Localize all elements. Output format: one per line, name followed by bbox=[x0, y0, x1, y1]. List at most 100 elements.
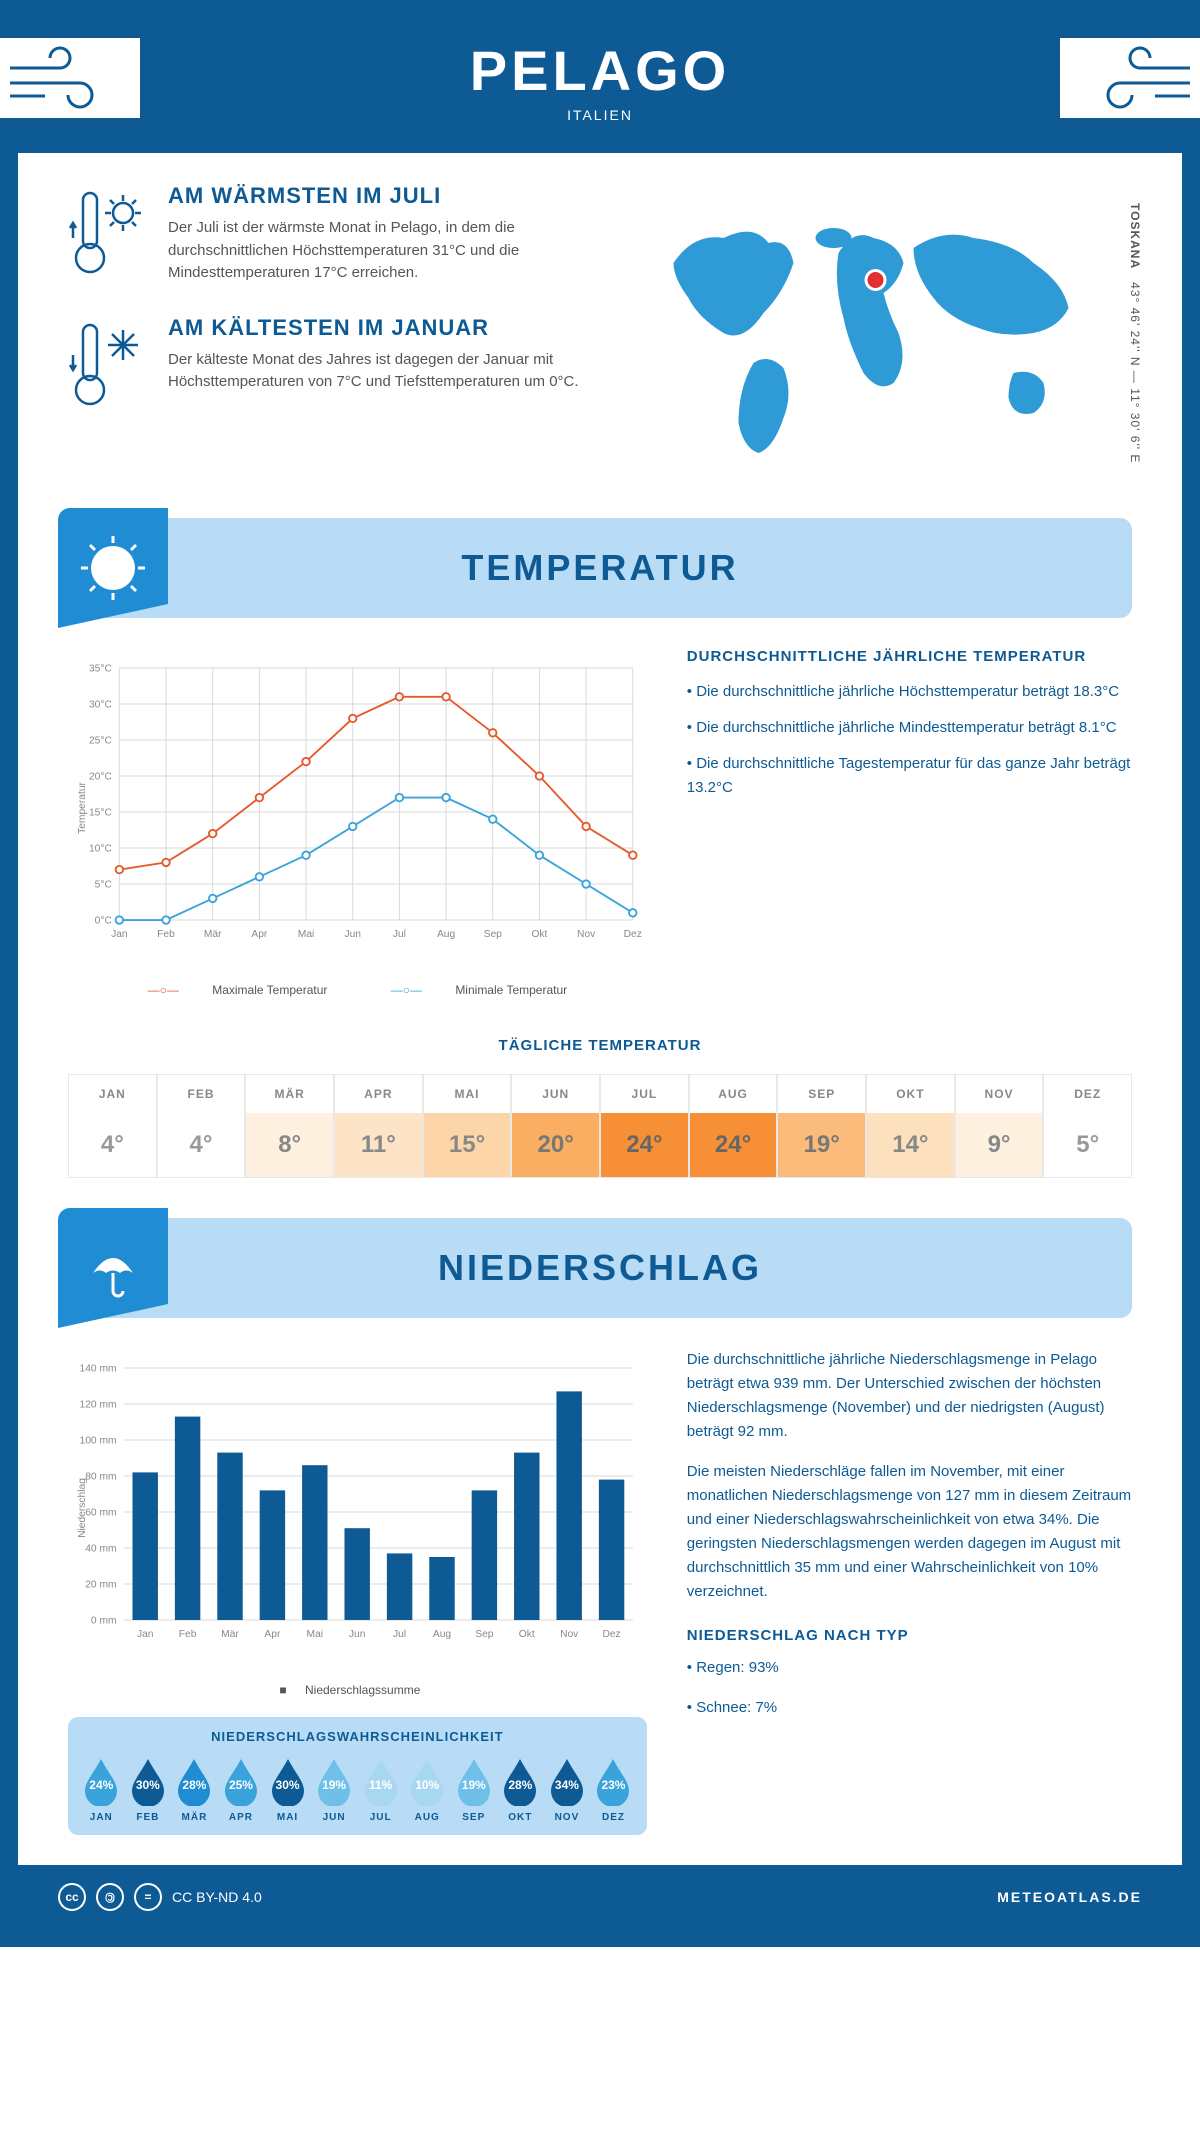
daily-temp-cell: AUG24° bbox=[689, 1074, 778, 1178]
svg-text:80 mm: 80 mm bbox=[85, 1472, 116, 1483]
daily-temp-cell: DEZ5° bbox=[1043, 1074, 1132, 1178]
precip-type-title: NIEDERSCHLAG NACH TYP bbox=[687, 1624, 1132, 1648]
wind-deco-left bbox=[0, 38, 140, 118]
footer-site: METEOATLAS.DE bbox=[997, 1889, 1142, 1905]
temp-bullet: • Die durchschnittliche jährliche Mindes… bbox=[687, 716, 1132, 740]
svg-text:Jan: Jan bbox=[137, 1629, 154, 1640]
daily-temp-cell: JUL24° bbox=[600, 1074, 689, 1178]
wind-deco-right bbox=[1060, 38, 1200, 118]
probability-drop: 28%MÄR bbox=[173, 1756, 216, 1823]
daily-temp-cell: NOV9° bbox=[955, 1074, 1044, 1178]
probability-drop: 34%NOV bbox=[546, 1756, 589, 1823]
daily-temp-cell: JUN20° bbox=[511, 1074, 600, 1178]
probability-drop: 19%SEP bbox=[453, 1756, 496, 1823]
probability-drop: 19%JUN bbox=[313, 1756, 356, 1823]
precip-para-2: Die meisten Niederschläge fallen im Nove… bbox=[687, 1460, 1132, 1604]
daily-temp-cell: MAI15° bbox=[423, 1074, 512, 1178]
coldest-title: AM KÄLTESTEN IM JANUAR bbox=[168, 315, 585, 341]
precipitation-body: 0 mm20 mm40 mm60 mm80 mm100 mm120 mm140 … bbox=[18, 1318, 1182, 1865]
sun-badge-icon bbox=[58, 508, 168, 628]
temperature-body: 0°C5°C10°C15°C20°C25°C30°C35°CJanFebMärA… bbox=[18, 618, 1182, 1027]
svg-text:5°C: 5°C bbox=[95, 880, 113, 891]
umbrella-badge-icon bbox=[58, 1208, 168, 1328]
svg-text:60 mm: 60 mm bbox=[85, 1508, 116, 1519]
svg-text:Mai: Mai bbox=[307, 1629, 324, 1640]
probability-drop: 10%AUG bbox=[406, 1756, 449, 1823]
probability-title: NIEDERSCHLAGSWAHRSCHEINLICHKEIT bbox=[80, 1729, 635, 1744]
precip-rain: • Regen: 93% bbox=[687, 1656, 1132, 1680]
coldest-text: Der kälteste Monat des Jahres ist dagege… bbox=[168, 349, 585, 394]
daily-temp-cell: JAN4° bbox=[68, 1074, 157, 1178]
precipitation-info: Die durchschnittliche jährliche Niedersc… bbox=[687, 1348, 1132, 1835]
svg-text:Mär: Mär bbox=[221, 1629, 239, 1640]
precip-para-1: Die durchschnittliche jährliche Niedersc… bbox=[687, 1348, 1132, 1444]
probability-drop: 11%JUL bbox=[359, 1756, 402, 1823]
svg-text:10°C: 10°C bbox=[89, 844, 113, 855]
thermometer-cold-icon bbox=[68, 315, 148, 415]
svg-text:0°C: 0°C bbox=[95, 916, 113, 927]
temperature-line-chart: 0°C5°C10°C15°C20°C25°C30°C35°CJanFebMärA… bbox=[68, 648, 647, 968]
coldest-fact: AM KÄLTESTEN IM JANUAR Der kälteste Mona… bbox=[68, 315, 585, 415]
daily-temp-grid: JAN4°FEB4°MÄR8°APR11°MAI15°JUN20°JUL24°A… bbox=[68, 1074, 1132, 1178]
svg-text:Niederschlag: Niederschlag bbox=[77, 1478, 88, 1538]
svg-text:Jun: Jun bbox=[344, 929, 361, 940]
intro-facts: AM WÄRMSTEN IM JULI Der Juli ist der wär… bbox=[68, 183, 585, 488]
daily-temp-cell: MÄR8° bbox=[245, 1074, 334, 1178]
precipitation-left: 0 mm20 mm40 mm60 mm80 mm100 mm120 mm140 … bbox=[68, 1348, 647, 1835]
coordinates: TOSKANA 43° 46' 24'' N — 11° 30' 6'' E bbox=[1128, 203, 1142, 463]
avg-temp-title: DURCHSCHNITTLICHE JÄHRLICHE TEMPERATUR bbox=[687, 648, 1132, 665]
svg-text:Feb: Feb bbox=[157, 929, 175, 940]
probability-drop: 25%APR bbox=[220, 1756, 263, 1823]
temp-bullet: • Die durchschnittliche Tagestemperatur … bbox=[687, 752, 1132, 800]
svg-text:Dez: Dez bbox=[602, 1629, 620, 1640]
svg-text:Okt: Okt bbox=[519, 1629, 535, 1640]
map-panel: TOSKANA 43° 46' 24'' N — 11° 30' 6'' E bbox=[615, 183, 1132, 488]
svg-text:Feb: Feb bbox=[179, 1629, 197, 1640]
probability-drop: 30%FEB bbox=[127, 1756, 170, 1823]
svg-text:Jul: Jul bbox=[393, 929, 406, 940]
city-title: PELAGO bbox=[18, 38, 1182, 103]
svg-text:20°C: 20°C bbox=[89, 772, 113, 783]
probability-drop: 24%JAN bbox=[80, 1756, 123, 1823]
footer: cc 🄯 = CC BY-ND 4.0 METEOATLAS.DE bbox=[18, 1865, 1182, 1929]
cc-icon: cc bbox=[58, 1883, 86, 1911]
svg-text:Sep: Sep bbox=[484, 929, 503, 940]
probability-drops: 24%JAN30%FEB28%MÄR25%APR30%MAI19%JUN11%J… bbox=[80, 1756, 635, 1823]
svg-text:Jul: Jul bbox=[393, 1629, 406, 1640]
svg-text:35°C: 35°C bbox=[89, 664, 113, 675]
svg-text:0 mm: 0 mm bbox=[91, 1616, 117, 1627]
svg-text:Mär: Mär bbox=[204, 929, 222, 940]
svg-text:Jun: Jun bbox=[349, 1629, 366, 1640]
svg-text:Nov: Nov bbox=[560, 1629, 579, 1640]
svg-text:Dez: Dez bbox=[624, 929, 642, 940]
svg-text:30°C: 30°C bbox=[89, 700, 113, 711]
precipitation-legend: ■ Niederschlagssumme bbox=[68, 1683, 647, 1697]
probability-drop: 30%MAI bbox=[266, 1756, 309, 1823]
svg-text:140 mm: 140 mm bbox=[80, 1364, 117, 1375]
temperature-info: DURCHSCHNITTLICHE JÄHRLICHE TEMPERATUR •… bbox=[687, 648, 1132, 997]
temperature-legend: —○— Maximale Temperatur —○— Minimale Tem… bbox=[68, 983, 647, 997]
svg-text:Aug: Aug bbox=[437, 929, 456, 940]
temperature-title: TEMPERATUR bbox=[461, 547, 738, 589]
svg-text:40 mm: 40 mm bbox=[85, 1544, 116, 1555]
svg-text:Sep: Sep bbox=[475, 1629, 494, 1640]
svg-text:25°C: 25°C bbox=[89, 736, 113, 747]
precipitation-bar-chart: 0 mm20 mm40 mm60 mm80 mm100 mm120 mm140 … bbox=[68, 1348, 647, 1668]
header: PELAGO ITALIEN bbox=[18, 18, 1182, 153]
probability-drop: 23%DEZ bbox=[592, 1756, 635, 1823]
daily-temp-cell: APR11° bbox=[334, 1074, 423, 1178]
svg-text:Jan: Jan bbox=[111, 929, 128, 940]
temperature-chart-area: 0°C5°C10°C15°C20°C25°C30°C35°CJanFebMärA… bbox=[68, 648, 647, 997]
intro-section: AM WÄRMSTEN IM JULI Der Juli ist der wär… bbox=[18, 153, 1182, 518]
precipitation-header: NIEDERSCHLAG bbox=[68, 1218, 1132, 1318]
svg-text:120 mm: 120 mm bbox=[80, 1400, 117, 1411]
license-text: CC BY-ND 4.0 bbox=[172, 1889, 262, 1905]
infographic-container: PELAGO ITALIEN AM WÄRMSTEN IM JULI Der J… bbox=[0, 0, 1200, 1947]
precip-snow: • Schnee: 7% bbox=[687, 1696, 1132, 1720]
daily-temp-cell: FEB4° bbox=[157, 1074, 246, 1178]
thermometer-hot-icon bbox=[68, 183, 148, 283]
svg-text:Aug: Aug bbox=[433, 1629, 452, 1640]
warmest-title: AM WÄRMSTEN IM JULI bbox=[168, 183, 585, 209]
daily-temperature: TÄGLICHE TEMPERATUR JAN4°FEB4°MÄR8°APR11… bbox=[18, 1027, 1182, 1218]
world-map-icon bbox=[615, 183, 1132, 483]
